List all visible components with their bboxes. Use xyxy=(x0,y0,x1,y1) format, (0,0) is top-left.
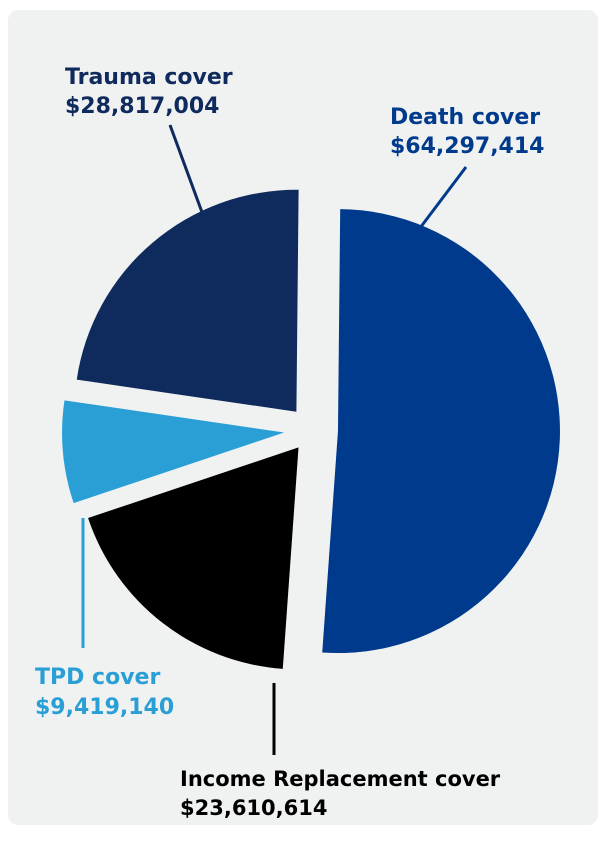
pie-slice-tpd-cover xyxy=(62,400,285,504)
leader-line-death xyxy=(418,166,468,229)
leader-line-trauma xyxy=(168,124,205,216)
label-tpd-name: TPD cover xyxy=(35,665,160,690)
label-income-name: Income Replacement cover xyxy=(180,767,501,791)
pie-slice-death-cover xyxy=(322,209,560,654)
label-trauma-value: $28,817,004 xyxy=(65,94,219,119)
label-death-value: $64,297,414 xyxy=(390,134,544,159)
pie-slice-income-replacement-cover xyxy=(88,447,299,669)
label-income-value: $23,610,614 xyxy=(180,796,327,820)
pie-slice-trauma-cover xyxy=(76,189,299,412)
label-death-name: Death cover xyxy=(390,105,540,130)
label-trauma-name: Trauma cover xyxy=(65,65,233,90)
label-tpd-value: $9,419,140 xyxy=(35,695,174,720)
